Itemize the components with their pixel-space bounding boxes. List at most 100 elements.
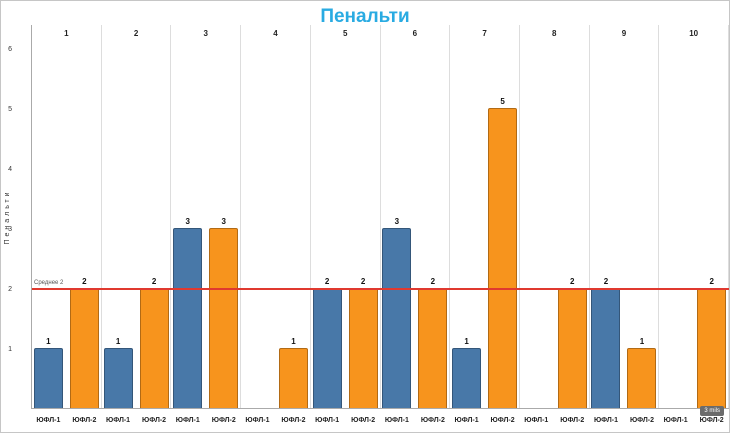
group-number-label: 8 <box>552 29 557 38</box>
x-axis-category-label: ЮФЛ-1 <box>175 417 200 424</box>
bar-slot: 2 ЮФЛ-2 <box>418 48 448 424</box>
bar-ЮФЛ-1-group-6[interactable]: 3 <box>382 217 412 408</box>
bar-value-label: 2 <box>151 277 157 286</box>
x-axis-category-label: ЮФЛ-1 <box>106 417 131 424</box>
bar-pair: 1 ЮФЛ-1 2 ЮФЛ-2 <box>32 48 101 424</box>
bar-slot: ЮФЛ-1 <box>243 48 272 424</box>
y-axis-tick-label: 3 <box>8 226 12 233</box>
x-axis-category-label: ЮФЛ-2 <box>420 417 445 424</box>
bar-value-label: 3 <box>394 217 400 226</box>
chart-group-7: 7 1 ЮФЛ-1 5 ЮФЛ-2 <box>450 25 520 424</box>
bar-slot: 1 ЮФЛ-2 <box>627 48 657 424</box>
bar-slot: 5 ЮФЛ-2 <box>488 48 518 424</box>
bar-slot: 2 ЮФЛ-2 <box>139 48 169 424</box>
bar-value-label: 1 <box>291 337 296 346</box>
render-time-badge: 3 mils <box>700 406 724 416</box>
y-axis-tick-label: 5 <box>8 106 12 113</box>
chart-group-8: 8 ЮФЛ-1 2 ЮФЛ-2 <box>520 25 590 424</box>
bar-value-label: 2 <box>570 277 575 286</box>
x-axis-category-label: ЮФЛ-1 <box>663 417 688 424</box>
y-axis: 1 2 3 4 5 6 <box>1 25 30 409</box>
bar-ЮФЛ-2-group-1[interactable]: 2 <box>69 277 99 408</box>
bar-slot: 1 ЮФЛ-2 <box>278 48 308 424</box>
bar-value-label: 2 <box>82 277 87 286</box>
average-reference-line: Среднее 2 <box>32 280 729 290</box>
bar-value-label: 2 <box>603 277 609 286</box>
bar-ЮФЛ-2-group-8[interactable]: 2 <box>557 277 587 408</box>
y-axis-tick-label: 6 <box>8 46 12 53</box>
group-number-label: 9 <box>621 29 627 38</box>
chart-group-5: 5 2 ЮФЛ-1 2 ЮФЛ-2 <box>311 25 381 424</box>
bar-slot: 2 ЮФЛ-2 <box>697 48 727 424</box>
bar-slot: 2 ЮФЛ-2 <box>348 48 378 424</box>
x-axis-category-label: ЮФЛ-1 <box>593 417 618 424</box>
bar-value-label: 2 <box>709 277 714 286</box>
bar-slot: 1 ЮФЛ-1 <box>452 48 482 424</box>
x-axis-category-label: ЮФЛ-1 <box>524 417 549 424</box>
bar-value-label: 2 <box>324 277 330 286</box>
bar-ЮФЛ-1-group-1[interactable]: 1 <box>33 337 63 408</box>
bar-pair: ЮФЛ-1 2 ЮФЛ-2 <box>520 48 589 424</box>
bar-slot: 1 ЮФЛ-1 <box>103 48 133 424</box>
bar-ЮФЛ-2-group-2[interactable]: 2 <box>139 277 169 408</box>
x-axis-category-label: ЮФЛ-1 <box>245 417 270 424</box>
bar-slot: 3 ЮФЛ-1 <box>382 48 412 424</box>
bar-ЮФЛ-1-group-9[interactable]: 2 <box>591 277 621 408</box>
chart-group-3: 3 3 ЮФЛ-1 3 ЮФЛ-2 <box>171 25 242 424</box>
y-axis-tick-label: 4 <box>8 166 12 173</box>
x-axis-category-label: ЮФЛ-2 <box>142 417 167 424</box>
bar-value-label: 1 <box>46 337 51 346</box>
average-line-label: Среднее 2 <box>34 280 64 286</box>
y-axis-tick-label: 2 <box>8 286 12 293</box>
bar-pair: ЮФЛ-1 1 ЮФЛ-2 <box>241 48 310 424</box>
bar-ЮФЛ-2-group-5[interactable]: 2 <box>348 277 378 408</box>
chart-title: Пенальти <box>320 6 410 27</box>
bar-value-label: 3 <box>185 217 190 226</box>
group-number-label: 2 <box>133 29 139 38</box>
bar-slot: 2 ЮФЛ-2 <box>557 48 587 424</box>
bar-ЮФЛ-2-group-3[interactable]: 3 <box>209 217 239 408</box>
bar-ЮФЛ-1-group-2[interactable]: 1 <box>103 337 133 408</box>
chart-group-10: 10 ЮФЛ-1 2 ЮФЛ-2 <box>659 25 729 424</box>
group-number-label: 10 <box>689 29 699 38</box>
bar-ЮФЛ-2-group-6[interactable]: 2 <box>418 277 448 408</box>
chart-group-4: 4 ЮФЛ-1 1 ЮФЛ-2 <box>241 25 311 424</box>
bar-value-label: 1 <box>115 337 121 346</box>
group-number-label: 5 <box>342 29 348 38</box>
bar-ЮФЛ-2-group-4[interactable]: 1 <box>278 337 308 408</box>
bar-ЮФЛ-2-group-9[interactable]: 1 <box>627 337 657 408</box>
x-axis-category-label: ЮФЛ-2 <box>629 417 654 424</box>
group-number-label: 4 <box>273 29 278 38</box>
x-axis-category-label: ЮФЛ-1 <box>384 417 409 424</box>
bar-ЮФЛ-2-group-7[interactable]: 5 <box>488 97 518 408</box>
bar-pair: 3 ЮФЛ-1 2 ЮФЛ-2 <box>381 48 450 424</box>
x-axis-category-label: ЮФЛ-1 <box>315 417 340 424</box>
bar-ЮФЛ-1-group-7[interactable]: 1 <box>452 337 482 408</box>
bar-pair: 2 ЮФЛ-1 1 ЮФЛ-2 <box>590 48 659 424</box>
bar-slot: ЮФЛ-1 <box>661 48 690 424</box>
group-number-label: 1 <box>64 29 69 38</box>
bar-slot: 3 ЮФЛ-1 <box>173 48 203 424</box>
bar-pair: ЮФЛ-1 2 ЮФЛ-2 <box>659 48 728 424</box>
bar-value-label: 3 <box>221 217 226 226</box>
group-number-label: 6 <box>412 29 418 38</box>
bar-slot: ЮФЛ-1 <box>522 48 551 424</box>
bar-ЮФЛ-2-group-10[interactable]: 2 <box>697 277 727 408</box>
bar-value-label: 1 <box>639 337 645 346</box>
x-axis-category-label: ЮФЛ-2 <box>72 417 97 424</box>
x-axis-category-label: ЮФЛ-2 <box>281 417 306 424</box>
x-axis-category-label: ЮФЛ-1 <box>36 417 61 424</box>
x-axis-category-label: ЮФЛ-2 <box>490 417 515 424</box>
bar-ЮФЛ-1-group-3[interactable]: 3 <box>173 217 203 408</box>
x-axis-category-label: ЮФЛ-2 <box>699 417 724 424</box>
chart-group-1: 1 1 ЮФЛ-1 2 ЮФЛ-2 <box>32 25 102 424</box>
y-axis-tick-label: 1 <box>8 346 12 353</box>
bar-slot: 2 ЮФЛ-2 <box>69 48 99 424</box>
bar-pair: 2 ЮФЛ-1 2 ЮФЛ-2 <box>311 48 380 424</box>
bar-value-label: 5 <box>500 97 505 106</box>
bar-ЮФЛ-1-group-5[interactable]: 2 <box>312 277 342 408</box>
x-axis-category-label: ЮФЛ-2 <box>560 417 585 424</box>
bar-slot: 2 ЮФЛ-1 <box>312 48 342 424</box>
bar-pair: 3 ЮФЛ-1 3 ЮФЛ-2 <box>171 48 240 424</box>
